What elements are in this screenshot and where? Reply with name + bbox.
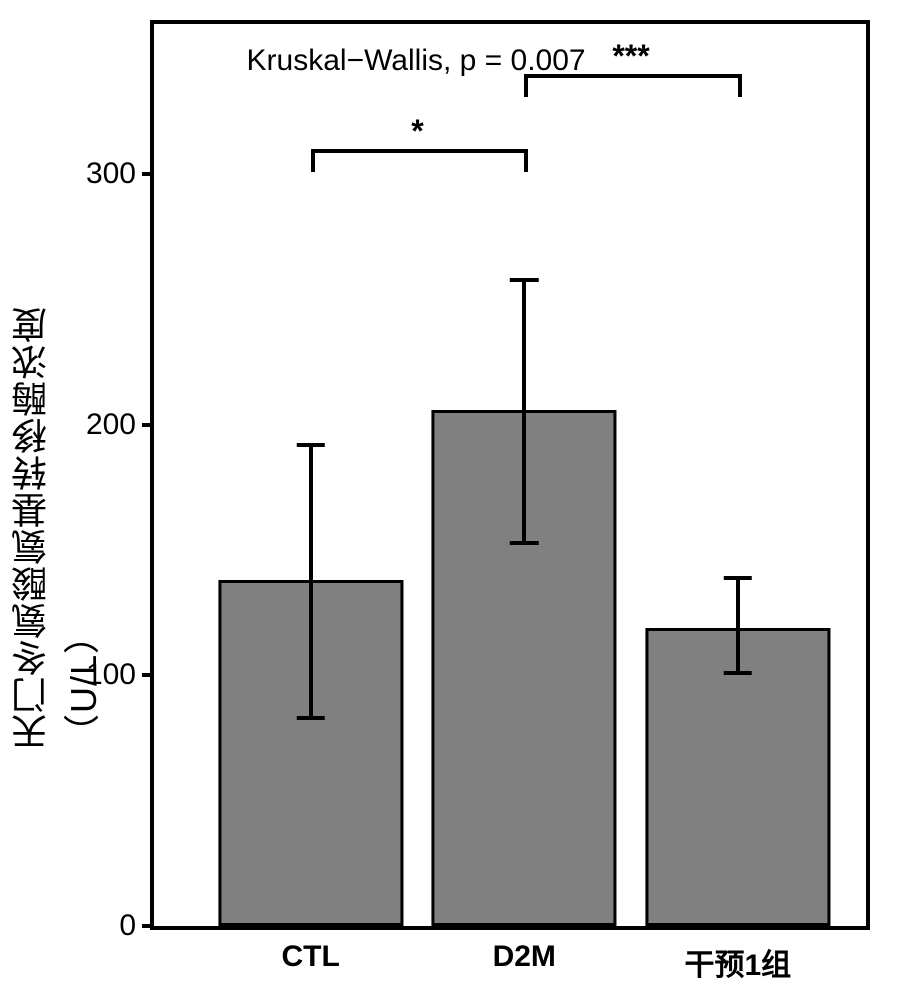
sig-bracket	[524, 149, 528, 172]
error-cap	[510, 278, 538, 282]
plot-area: Kruskal−Wallis, p = 0.007 0100200300CTLD…	[150, 20, 870, 930]
y-tick-label: 200	[86, 408, 154, 442]
stat-annotation: Kruskal−Wallis, p = 0.007	[247, 44, 586, 78]
y-tick-label: 100	[86, 658, 154, 692]
error-bar	[309, 445, 313, 718]
error-cap	[724, 576, 752, 580]
error-bar	[736, 578, 740, 673]
x-tick-label: CTL	[281, 926, 339, 974]
y-tick-label: 300	[86, 157, 154, 191]
x-tick-label: D2M	[493, 926, 556, 974]
y-tick-label: 0	[119, 909, 154, 943]
sig-bracket	[738, 74, 742, 97]
error-bar	[522, 280, 526, 543]
sig-label: *	[411, 113, 423, 150]
sig-bracket	[311, 149, 315, 172]
error-cap	[296, 716, 324, 720]
error-cap	[296, 443, 324, 447]
sig-label: ***	[612, 38, 649, 75]
error-cap	[724, 671, 752, 675]
sig-bracket	[524, 74, 528, 97]
error-cap	[510, 541, 538, 545]
x-tick-label: 干预1组	[684, 926, 791, 984]
